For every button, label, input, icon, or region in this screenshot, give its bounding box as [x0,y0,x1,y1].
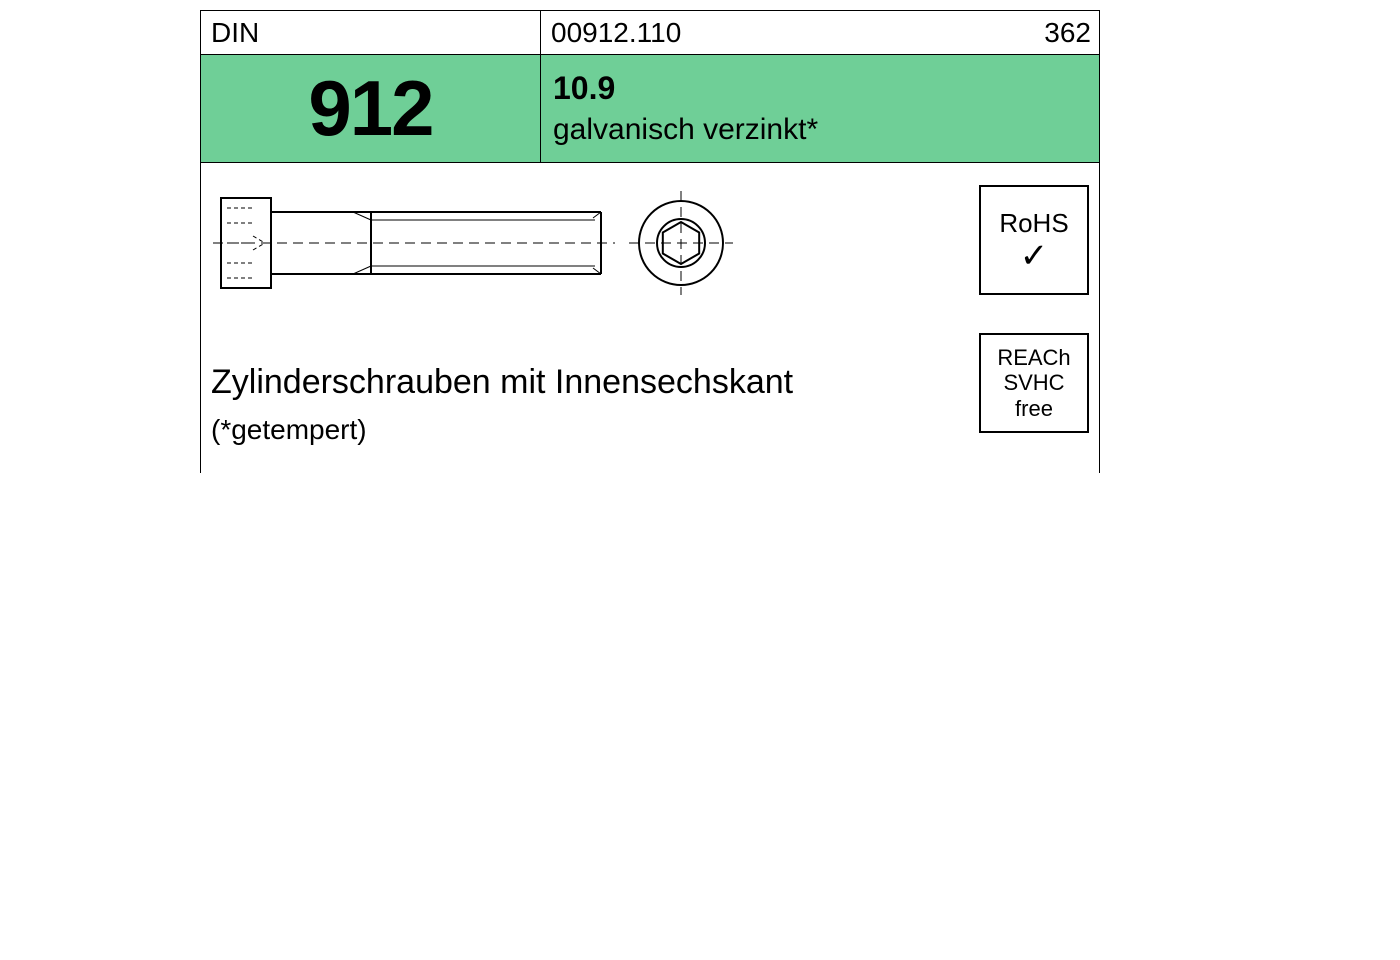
finish: galvanisch verzinkt* [553,113,1087,147]
screw-drawing [211,188,741,313]
article-code: 00912.110 [551,17,681,48]
reach-l2: SVHC [1003,370,1064,395]
title-block: Zylinderschrauben mit Innensechskant (*g… [211,363,961,446]
product-title: Zylinderschrauben mit Innensechskant [211,363,961,402]
rohs-label: RoHS [999,208,1068,239]
code-cell: 00912.110 [541,11,1029,54]
check-icon: ✓ [1020,239,1049,273]
screw-svg [211,188,741,308]
din-label: DIN [211,17,259,48]
din-number: 912 [308,63,432,154]
reach-l1: REACh [997,345,1070,370]
reach-badge: REACh SVHC free [979,333,1089,433]
product-note: (*getempert) [211,414,961,446]
strength-class: 10.9 [553,70,1087,107]
page-number: 362 [1044,17,1091,48]
din-number-cell: 912 [201,55,541,162]
diagram-area: RoHS ✓ REACh SVHC free Zylinderschrauben… [201,163,1099,473]
spec-cell: 10.9 galvanisch verzinkt* [541,55,1099,162]
din-label-cell: DIN [201,11,541,54]
datasheet: DIN 00912.110 362 912 10.9 galvanisch ve… [200,10,1100,473]
header-row-2: 912 10.9 galvanisch verzinkt* [201,55,1099,163]
reach-l3: free [1015,396,1053,421]
page-cell: 362 [1029,11,1099,54]
header-row-1: DIN 00912.110 362 [201,11,1099,55]
rohs-badge: RoHS ✓ [979,185,1089,295]
